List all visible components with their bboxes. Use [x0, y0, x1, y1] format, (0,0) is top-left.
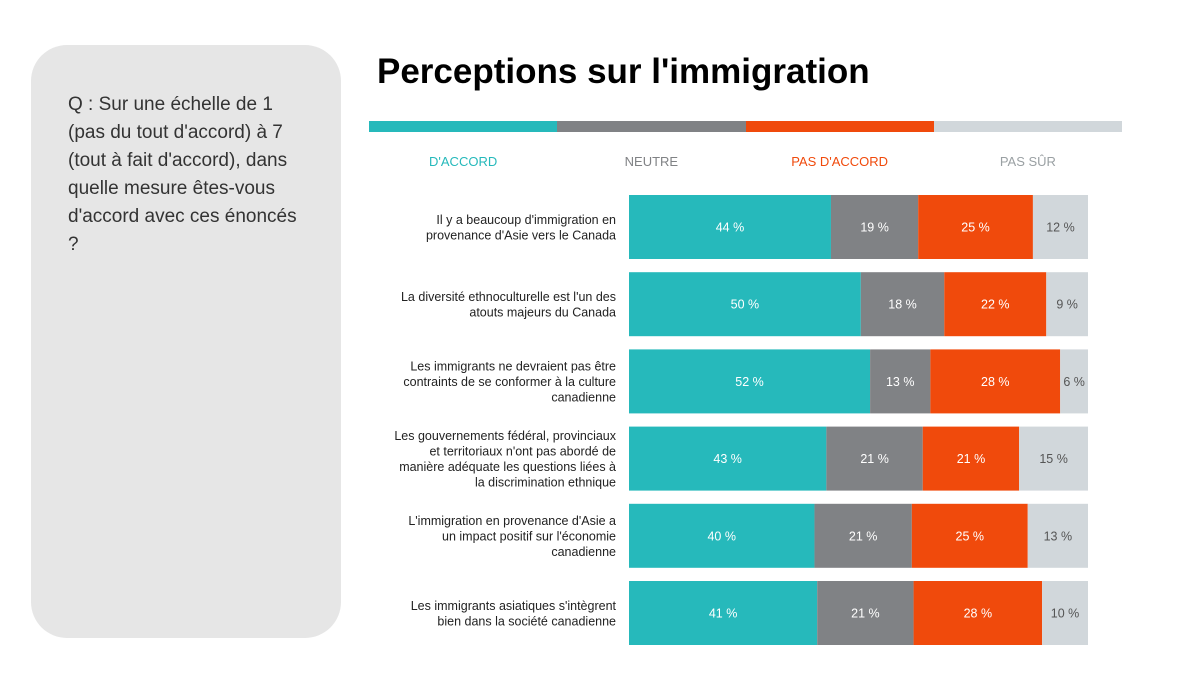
- bar-segment: [629, 272, 861, 337]
- category-label: La diversité ethnoculturelle est l'un de…: [401, 290, 616, 320]
- data-label: 28 %: [964, 607, 993, 621]
- bar-segment: [629, 195, 831, 259]
- bar-segment: [629, 503, 815, 568]
- data-label: 28 %: [981, 375, 1010, 389]
- category-label: L'immigration en provenance d'Asie a un i…: [408, 514, 616, 559]
- data-label: 44 %: [716, 221, 745, 235]
- data-label: 9 %: [1056, 298, 1078, 312]
- data-label: 21 %: [860, 452, 889, 466]
- data-label: 25 %: [961, 221, 990, 235]
- bar-segment: [1019, 426, 1088, 491]
- data-label: 6 %: [1063, 375, 1085, 389]
- strip-segment-pas-accord: [745, 121, 934, 132]
- bar-segment: [1042, 581, 1088, 645]
- data-label: 13 %: [886, 375, 915, 389]
- strip-segment-pas-sur: [933, 121, 1122, 132]
- bar-segment: [826, 426, 923, 491]
- bar-segment: [817, 581, 914, 645]
- bar-segment: [1046, 272, 1088, 337]
- bar-row: 40 % 21 % 25 % 13 % L'immigration en provena…: [408, 503, 1088, 568]
- category-label: Il y a beaucoup d'immigration en provenan…: [426, 213, 616, 243]
- strip-segment-neutre: [557, 121, 746, 132]
- bar-segment: [629, 581, 818, 645]
- bar-segment: [629, 426, 827, 491]
- bar-segment: [918, 195, 1033, 259]
- category-label: Les gouvernements fédéral, provinciaux et…: [394, 429, 616, 490]
- category-label: Les immigrants asiatiques s'intègrent bie…: [411, 599, 617, 629]
- legend-item-accord: D'ACCORD: [429, 154, 498, 169]
- category-label: Les immigrants ne devraient pas être cont…: [403, 359, 616, 404]
- data-label: 41 %: [709, 607, 738, 621]
- data-label: 50 %: [731, 298, 760, 312]
- data-label: 10 %: [1051, 607, 1080, 621]
- question-panel: Q : Sur une échelle de 1 (pas du tout d'…: [31, 45, 341, 638]
- bar-row: 43 % 21 % 21 % 15 % Les gouvernements fédéra…: [394, 426, 1088, 491]
- bar-segment: [1027, 503, 1088, 568]
- legend-item-pas-accord: PAS D'ACCORD: [791, 154, 889, 169]
- data-label: 21 %: [849, 529, 878, 543]
- strip-segment-accord: [369, 121, 558, 132]
- legend-color-strip: [369, 121, 1122, 132]
- data-label: 15 %: [1039, 452, 1068, 466]
- bar-row: 41 % 21 % 28 % 10 % Les immigrants asiatique…: [411, 581, 1088, 645]
- legend-item-neutre: NEUTRE: [624, 154, 679, 169]
- data-label: 12 %: [1046, 221, 1075, 235]
- data-label: 19 %: [860, 221, 889, 235]
- data-label: 18 %: [888, 298, 917, 312]
- bar-segment: [930, 349, 1061, 414]
- legend-item-pas-sur: PAS SÛR: [999, 154, 1056, 169]
- data-label: 40 %: [707, 529, 736, 543]
- bar-row: 52 % 13 % 28 % 6 % Les immigrants ne devraie…: [403, 349, 1088, 414]
- data-label: 13 %: [1044, 529, 1073, 543]
- bar-segment: [629, 349, 871, 414]
- question-text: Q : Sur une échelle de 1 (pas du tout d'…: [68, 94, 297, 255]
- bar-segment: [913, 581, 1043, 645]
- data-label: 25 %: [956, 529, 985, 543]
- bar-row: 50 % 18 % 22 % 9 % La diversité ethnoculture…: [401, 272, 1088, 337]
- bar-segment: [814, 503, 912, 568]
- bar-segment: [911, 503, 1028, 568]
- bar-segment: [830, 195, 919, 259]
- legend: D'ACCORD NEUTRE PAS D'ACCORD PAS SÛR: [369, 154, 1122, 172]
- chart-title: Perceptions sur l'immigration: [377, 52, 870, 91]
- bar-segment: [922, 426, 1020, 491]
- bar-segment: [860, 272, 945, 337]
- data-label: 21 %: [957, 452, 986, 466]
- bar-segment: [944, 272, 1047, 337]
- data-label: 21 %: [851, 607, 880, 621]
- data-label: 43 %: [713, 452, 742, 466]
- bar-row: 44 % 19 % 25 % 12 % Il y a beaucoup d'immigr…: [426, 195, 1088, 259]
- bar-segment: [870, 349, 931, 414]
- bar-segment: [1032, 195, 1088, 259]
- data-label: 52 %: [735, 375, 764, 389]
- bar-segment: [1060, 349, 1088, 414]
- data-label: 22 %: [981, 298, 1010, 312]
